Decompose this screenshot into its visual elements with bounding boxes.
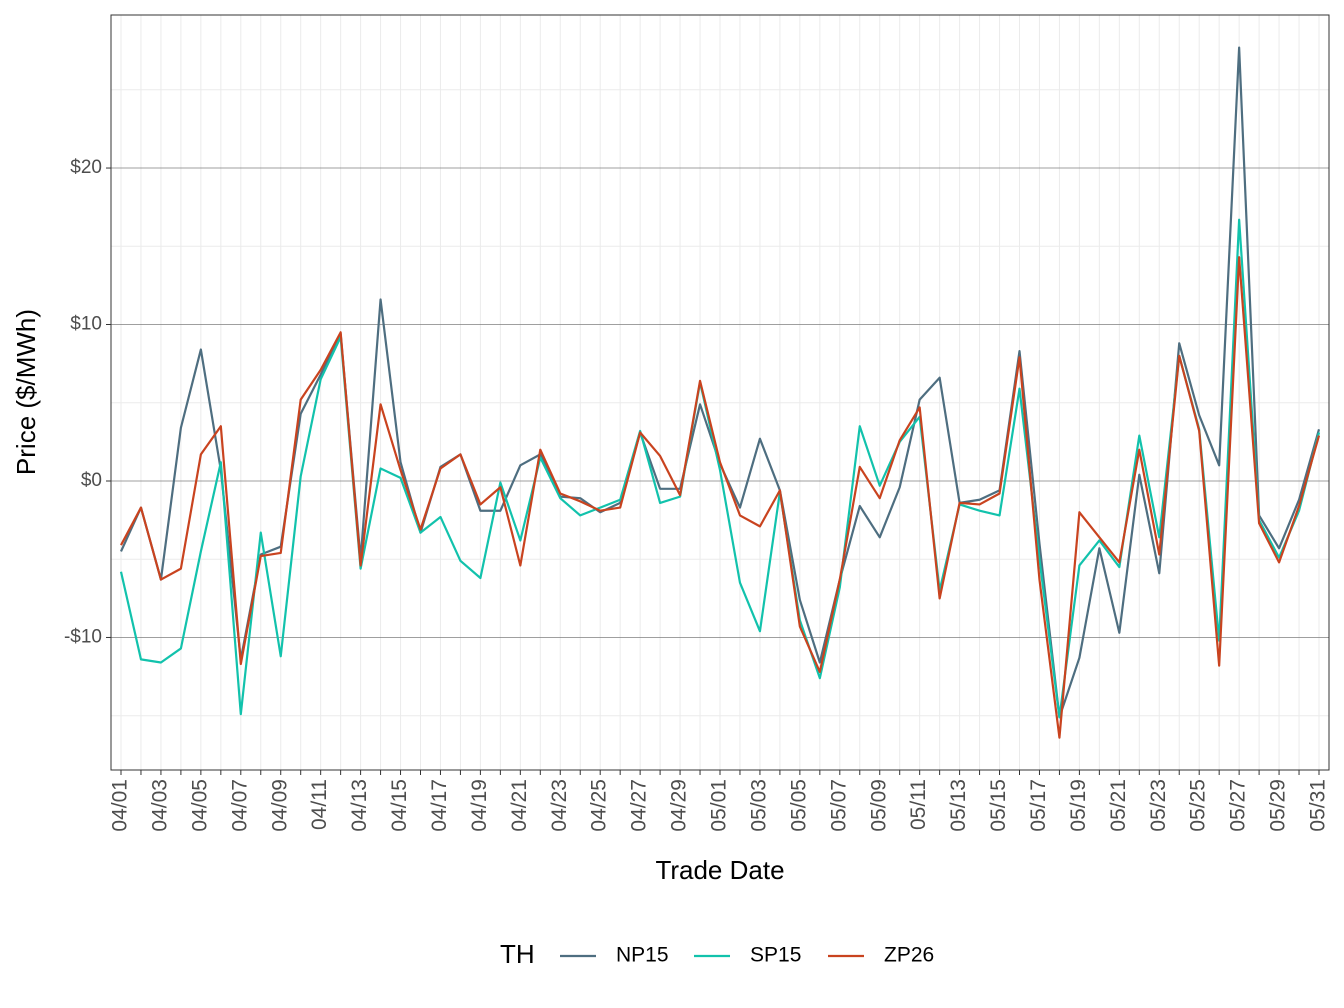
x-tick-label: 05/23 <box>1147 779 1170 832</box>
y-tick-label: $10 <box>70 314 102 335</box>
legend-label: SP15 <box>750 944 801 967</box>
x-tick-label: 05/21 <box>1107 779 1130 832</box>
x-tick-label: 04/15 <box>388 779 411 832</box>
legend-title: TH <box>500 939 535 969</box>
legend-label: NP15 <box>616 944 669 967</box>
line-series <box>120 256 1321 739</box>
x-tick-label: 04/01 <box>109 779 132 832</box>
plot-border <box>110 14 1330 771</box>
x-tick-label: 05/25 <box>1187 779 1210 832</box>
line-series <box>119 218 1321 719</box>
x-tick-label: 05/11 <box>907 779 930 830</box>
x-tick-label: 04/21 <box>508 779 531 832</box>
x-tick-label: 04/07 <box>228 779 251 832</box>
legend-label: ZP26 <box>884 944 934 967</box>
x-tick-label: 04/25 <box>588 779 611 832</box>
x-tick-label: 05/15 <box>987 779 1010 832</box>
x-tick-label: 04/19 <box>468 779 491 832</box>
x-tick-label: 04/11 <box>308 779 331 830</box>
x-tick-label: 05/07 <box>827 779 850 832</box>
x-tick-label: 05/05 <box>787 779 810 832</box>
y-tick-label: $20 <box>70 157 102 178</box>
x-tick-label: 04/27 <box>628 779 651 832</box>
x-tick-label: 05/19 <box>1067 779 1090 832</box>
x-tick-label: 04/03 <box>148 779 171 832</box>
x-tick-label: 05/03 <box>747 779 770 832</box>
y-tick-label: $0 <box>81 470 102 491</box>
x-axis-title: Trade Date <box>655 855 784 885</box>
x-tick-label: 05/29 <box>1267 779 1290 832</box>
x-tick-label: 04/17 <box>428 779 451 832</box>
x-tick-label: 04/23 <box>548 779 571 832</box>
y-axis-title: Price ($/MWh) <box>11 309 41 475</box>
x-tick-label: 05/31 <box>1307 779 1330 832</box>
x-tick-label: 05/27 <box>1227 779 1250 832</box>
x-tick-label: 05/01 <box>708 779 731 832</box>
x-tick-label: 04/13 <box>348 779 371 832</box>
x-tick-label: 05/17 <box>1027 779 1050 832</box>
x-tick-label: 05/13 <box>947 779 970 832</box>
x-tick-label: 04/05 <box>188 779 211 832</box>
x-tick-label: 04/09 <box>268 779 291 832</box>
x-tick-label: 04/29 <box>668 779 691 832</box>
x-tick-label: 05/09 <box>867 779 890 832</box>
y-tick-label: -$10 <box>64 626 102 647</box>
